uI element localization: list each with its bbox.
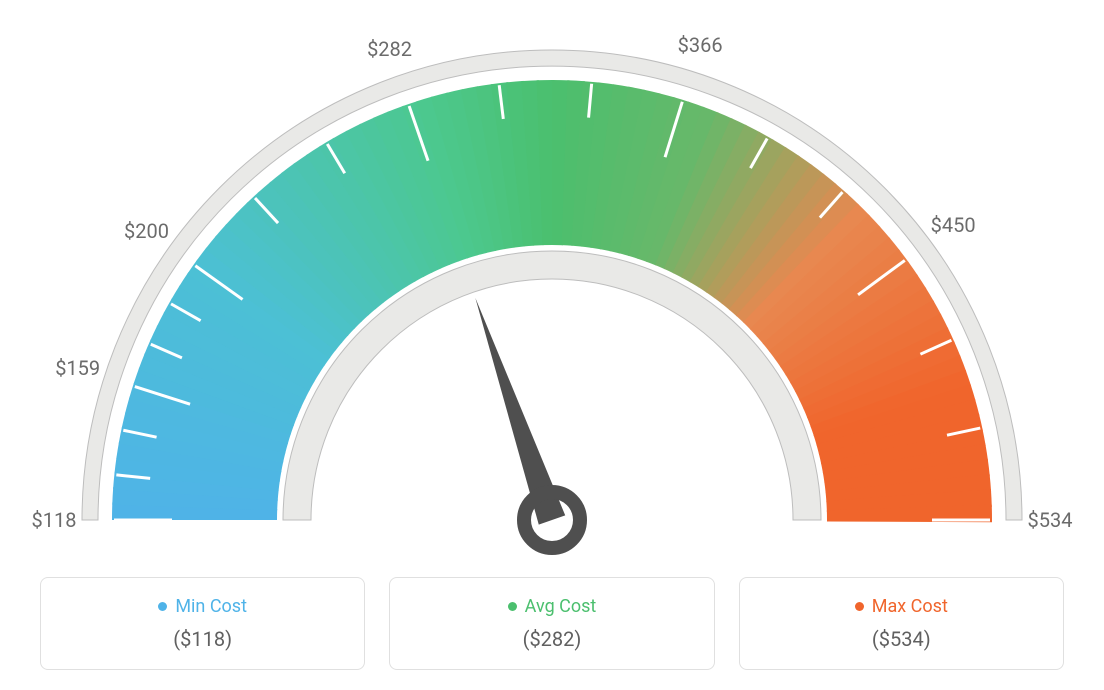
tick-label: $534 bbox=[1028, 508, 1073, 532]
tick-label: $450 bbox=[931, 213, 976, 237]
legend-value-avg: ($282) bbox=[402, 627, 701, 651]
legend-row: Min Cost ($118) Avg Cost ($282) Max Cost… bbox=[40, 577, 1064, 670]
gauge-chart: $118 $159 $200 $282 $366 $450 $534 bbox=[0, 0, 1104, 570]
legend-label-avg: Avg Cost bbox=[525, 596, 597, 617]
tick-label: $159 bbox=[55, 356, 100, 380]
legend-value-min: ($118) bbox=[53, 627, 352, 651]
dot-avg-icon bbox=[508, 602, 517, 611]
legend-card-avg: Avg Cost ($282) bbox=[389, 577, 714, 670]
tick-label: $282 bbox=[367, 37, 412, 61]
legend-label-max: Max Cost bbox=[872, 596, 948, 617]
legend-title-min: Min Cost bbox=[158, 596, 247, 617]
legend-title-avg: Avg Cost bbox=[508, 596, 597, 617]
dot-min-icon bbox=[158, 602, 167, 611]
tick-label: $118 bbox=[32, 508, 77, 532]
dot-max-icon bbox=[855, 602, 864, 611]
legend-card-min: Min Cost ($118) bbox=[40, 577, 365, 670]
legend-title-max: Max Cost bbox=[855, 596, 948, 617]
gauge-svg bbox=[0, 0, 1104, 570]
legend-card-max: Max Cost ($534) bbox=[739, 577, 1064, 670]
legend-value-max: ($534) bbox=[752, 627, 1051, 651]
tick-label: $200 bbox=[124, 219, 169, 243]
legend-label-min: Min Cost bbox=[175, 596, 247, 617]
tick-label: $366 bbox=[678, 33, 723, 57]
